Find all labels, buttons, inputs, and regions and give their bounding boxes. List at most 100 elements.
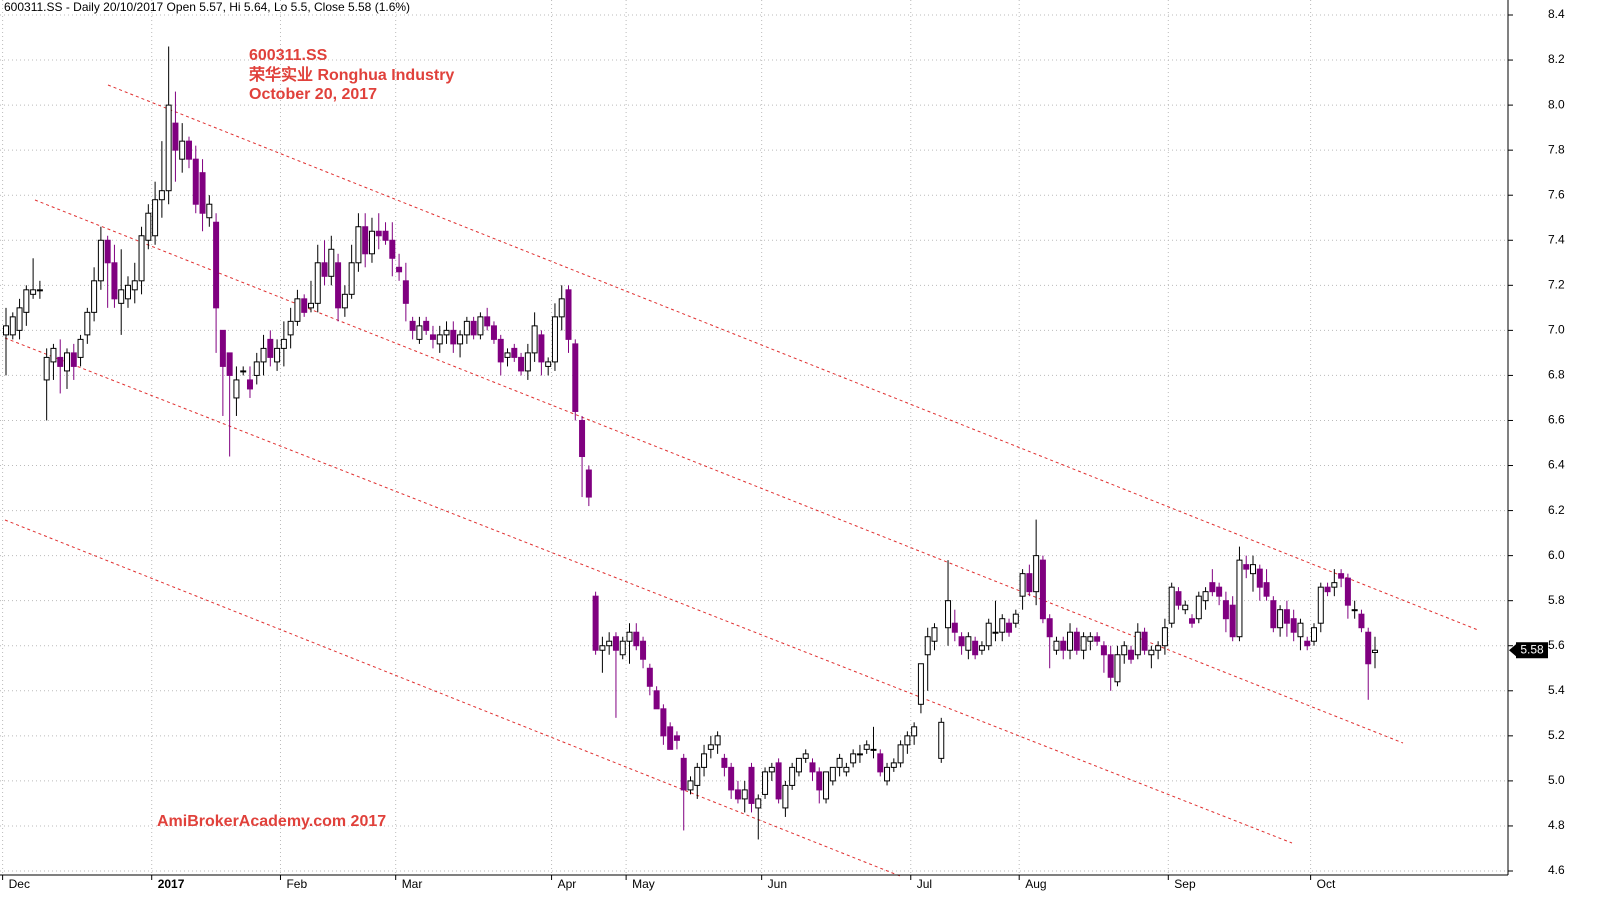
candle-body: [260, 347, 267, 363]
candle-body: [158, 190, 165, 201]
trend-line: [34, 199, 1404, 744]
candle-body: [287, 320, 294, 336]
candle-body: [558, 298, 565, 318]
candle-body: [396, 266, 403, 273]
candle-body: [97, 239, 104, 282]
y-tick-label: 7.6: [1548, 187, 1565, 201]
candle-body: [226, 352, 233, 376]
candle-body: [1365, 631, 1372, 665]
candle-body: [572, 343, 579, 412]
candle-body: [213, 221, 220, 309]
candle-body: [714, 735, 721, 746]
y-tick-label: 7.4: [1548, 232, 1565, 246]
y-tick-label: 6.4: [1548, 458, 1565, 472]
y-tick-label: 8.4: [1548, 7, 1565, 21]
candle-body: [233, 379, 240, 399]
candle-body: [443, 329, 450, 336]
candle-body: [762, 771, 769, 795]
candle-body: [1039, 559, 1046, 620]
grid: [0, 0, 1508, 875]
candles: [3, 46, 1378, 840]
candle-body: [9, 316, 16, 336]
candle-body: [640, 640, 647, 660]
candle-body: [104, 239, 111, 264]
x-tick-label: Apr: [558, 877, 577, 891]
candle-body: [484, 316, 491, 327]
candle-body: [931, 627, 938, 642]
y-tick-label: 6.6: [1548, 413, 1565, 427]
candle-body: [497, 338, 504, 363]
y-tick-label: 5.2: [1548, 728, 1565, 742]
candle-body: [741, 789, 748, 800]
candle-body: [77, 338, 84, 358]
candle-body: [138, 235, 145, 282]
x-tick-label: Feb: [286, 877, 307, 891]
candle-body: [999, 618, 1006, 633]
candle-body: [924, 636, 931, 656]
candle-body: [646, 667, 653, 687]
candle-body: [721, 757, 728, 768]
candle-body: [450, 329, 457, 345]
candle-body: [1073, 631, 1080, 651]
candle-body: [612, 636, 619, 651]
candle-body: [118, 289, 125, 304]
candle-body: [463, 320, 470, 336]
candle-body: [1019, 573, 1026, 597]
candle-body: [30, 289, 37, 295]
candle-body: [1290, 618, 1297, 633]
candle-body: [1067, 631, 1074, 651]
candle-body: [70, 352, 77, 367]
candle-body: [673, 735, 680, 741]
candle-body: [301, 298, 308, 313]
candle-body: [579, 419, 586, 458]
candle-body: [274, 347, 281, 363]
candle-body: [362, 226, 369, 255]
candle-body: [728, 766, 735, 791]
candle-body: [951, 622, 958, 633]
candle-body: [972, 640, 979, 656]
candle-body: [1155, 645, 1162, 651]
candle-body: [1372, 649, 1378, 653]
candle-body: [680, 757, 687, 791]
candle-body: [375, 230, 382, 237]
annotation: 600311.SS: [249, 47, 328, 64]
candle-body: [1229, 604, 1236, 638]
x-tick-label: May: [632, 877, 655, 891]
trend-line: [4, 337, 1293, 844]
candle-body: [1114, 654, 1121, 683]
candle-body: [660, 708, 667, 737]
candle-body: [477, 316, 484, 336]
candle-body: [335, 262, 342, 309]
candle-body: [267, 338, 274, 358]
trend-line: [4, 519, 901, 877]
candle-body: [131, 280, 138, 291]
candle-body: [904, 735, 911, 746]
candle-body: [755, 798, 762, 809]
candle-body: [836, 757, 843, 768]
candle-body: [36, 289, 43, 292]
candle-body: [992, 631, 999, 634]
candle-body: [328, 248, 335, 277]
candle-body: [423, 320, 430, 331]
candle-body: [551, 316, 558, 363]
y-tick-label: 7.0: [1548, 323, 1565, 337]
y-tick-label: 8.0: [1548, 97, 1565, 111]
candle-body: [63, 352, 70, 372]
candle-body: [246, 379, 253, 390]
candle-body: [1236, 559, 1243, 638]
y-tick-label: 5.6: [1548, 638, 1565, 652]
candle-body: [145, 212, 152, 241]
candle-body: [1311, 627, 1318, 642]
candle-body: [870, 748, 877, 751]
candle-body: [782, 784, 789, 809]
y-tick-label: 6.2: [1548, 503, 1565, 517]
candle-body: [294, 298, 301, 322]
candle-body: [1324, 586, 1331, 593]
candle-body: [816, 771, 823, 791]
candle-body: [124, 284, 131, 300]
y-tick-label: 5.8: [1548, 593, 1565, 607]
candle-body: [1148, 649, 1155, 656]
candle-body: [633, 631, 640, 647]
candle-body: [829, 766, 836, 782]
